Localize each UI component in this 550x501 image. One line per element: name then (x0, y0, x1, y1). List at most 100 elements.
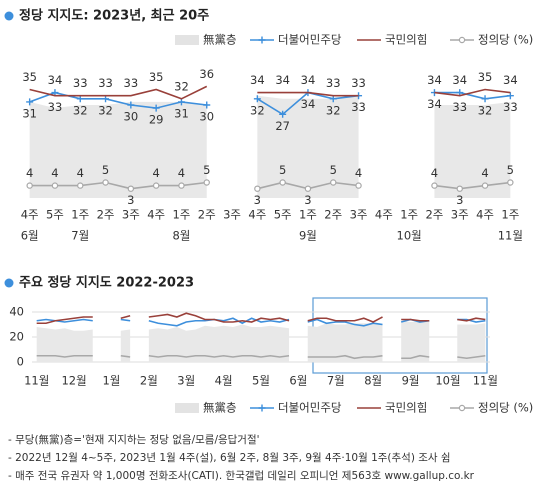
line (29, 85, 208, 100)
legend-marker (258, 404, 266, 412)
data-label: 31 (22, 106, 37, 120)
marker (127, 101, 135, 109)
x-tick-label: 1주 (400, 208, 418, 222)
x-tick-label: 4주 (21, 208, 39, 222)
marker (431, 182, 438, 189)
marker (102, 179, 109, 186)
marker (481, 95, 489, 103)
legend-marker (458, 404, 466, 412)
data-label: 34 (452, 73, 467, 87)
marker (279, 179, 286, 186)
data-label: 33 (98, 76, 113, 90)
data-label: 32 (326, 103, 341, 117)
x-tick-label: 4주 (248, 208, 266, 222)
x-tick-label: 10월 (435, 374, 460, 388)
data-label: 3 (127, 193, 134, 207)
line (307, 316, 383, 323)
data-label: 34 (275, 73, 290, 87)
marker (152, 104, 160, 112)
chart-title: 주요 정당 지지도 2022-2023 (19, 275, 194, 291)
area (120, 329, 131, 362)
x-tick-label: 2주 (425, 208, 443, 222)
x-tick-label: 4주 (147, 208, 165, 222)
x-tick-label: 1주 (172, 208, 190, 222)
data-label: 27 (275, 119, 290, 133)
x-tick-label: 5월 (252, 374, 270, 388)
x-tick-label: 6월 (289, 374, 307, 388)
x-tick-label: 2주 (324, 208, 342, 222)
data-label: 35 (149, 70, 164, 84)
data-label: 35 (478, 70, 493, 84)
legend-marker (458, 36, 466, 44)
x-tick-label: 11월 (24, 374, 49, 388)
legend-label: 국민의힘 (385, 33, 427, 47)
title-bullet (4, 278, 14, 288)
title-bullet (4, 11, 14, 21)
line (120, 354, 131, 358)
line (148, 354, 290, 358)
line (307, 318, 383, 327)
note: - 2022년 12월 4~5주, 2023년 1월 4주(설), 6월 2주,… (8, 452, 451, 464)
data-label: 33 (73, 76, 88, 90)
data-label: 5 (279, 163, 286, 177)
legend-swatch (175, 403, 199, 413)
line (401, 318, 430, 322)
data-label: 3 (254, 193, 261, 207)
marker (26, 182, 33, 189)
data-label: 33 (48, 100, 63, 114)
note: - 무당(無黨)층='현재 지지하는 정당 없음/모름/응답거절' (8, 433, 260, 446)
data-label: 32 (98, 103, 113, 117)
marker (51, 182, 59, 189)
data-label: 33 (351, 100, 366, 114)
data-label: 32 (478, 103, 493, 117)
marker (456, 185, 463, 192)
data-label: 32 (250, 103, 265, 117)
note: - 매주 전국 유권자 약 1,000명 전화조사(CATI). 한국갤럽 데일… (8, 469, 475, 482)
line (401, 354, 430, 360)
data-label: 5 (102, 163, 109, 177)
x-group-label: 10월 (397, 229, 422, 243)
data-label: 32 (73, 103, 88, 117)
area (29, 101, 207, 198)
x-tick-label: 3주 (451, 208, 469, 222)
marker (178, 182, 185, 189)
line (120, 314, 131, 320)
x-tick-label: 11월 (473, 374, 498, 388)
data-label: 30 (124, 110, 139, 124)
line (457, 354, 486, 360)
x-tick-label: 3주 (350, 208, 368, 222)
marker (26, 98, 34, 106)
x-tick-label: 3주 (122, 208, 140, 222)
marker (279, 110, 287, 118)
data-label: 4 (178, 166, 185, 180)
line (36, 316, 93, 325)
data-label: 4 (355, 166, 362, 180)
data-label: 34 (301, 73, 316, 87)
x-tick-label: 8월 (364, 374, 382, 388)
marker (127, 185, 135, 192)
chart-title: 정당 지지도: 2023년, 최근 20주 (19, 8, 209, 24)
line (36, 354, 93, 358)
data-label: 5 (330, 163, 337, 177)
marker (152, 182, 160, 189)
x-tick-label: 4월 (215, 374, 233, 388)
data-label: 34 (301, 97, 316, 111)
x-tick-label: 12월 (61, 374, 86, 388)
data-label: 30 (199, 110, 214, 124)
x-tick-label: 9월 (402, 374, 420, 388)
data-label: 33 (326, 76, 341, 90)
y-tick-label: 0 (17, 355, 24, 369)
y-tick-label: 20 (9, 330, 24, 344)
data-label: 4 (26, 166, 33, 180)
data-label: 34 (503, 73, 518, 87)
legend-label: 無黨층 (203, 33, 237, 47)
area (36, 327, 93, 362)
x-tick-label: 1월 (102, 374, 120, 388)
data-label: 36 (199, 67, 214, 81)
data-label: 3 (456, 193, 463, 207)
line (434, 91, 511, 100)
line (257, 91, 359, 97)
line (29, 181, 207, 190)
